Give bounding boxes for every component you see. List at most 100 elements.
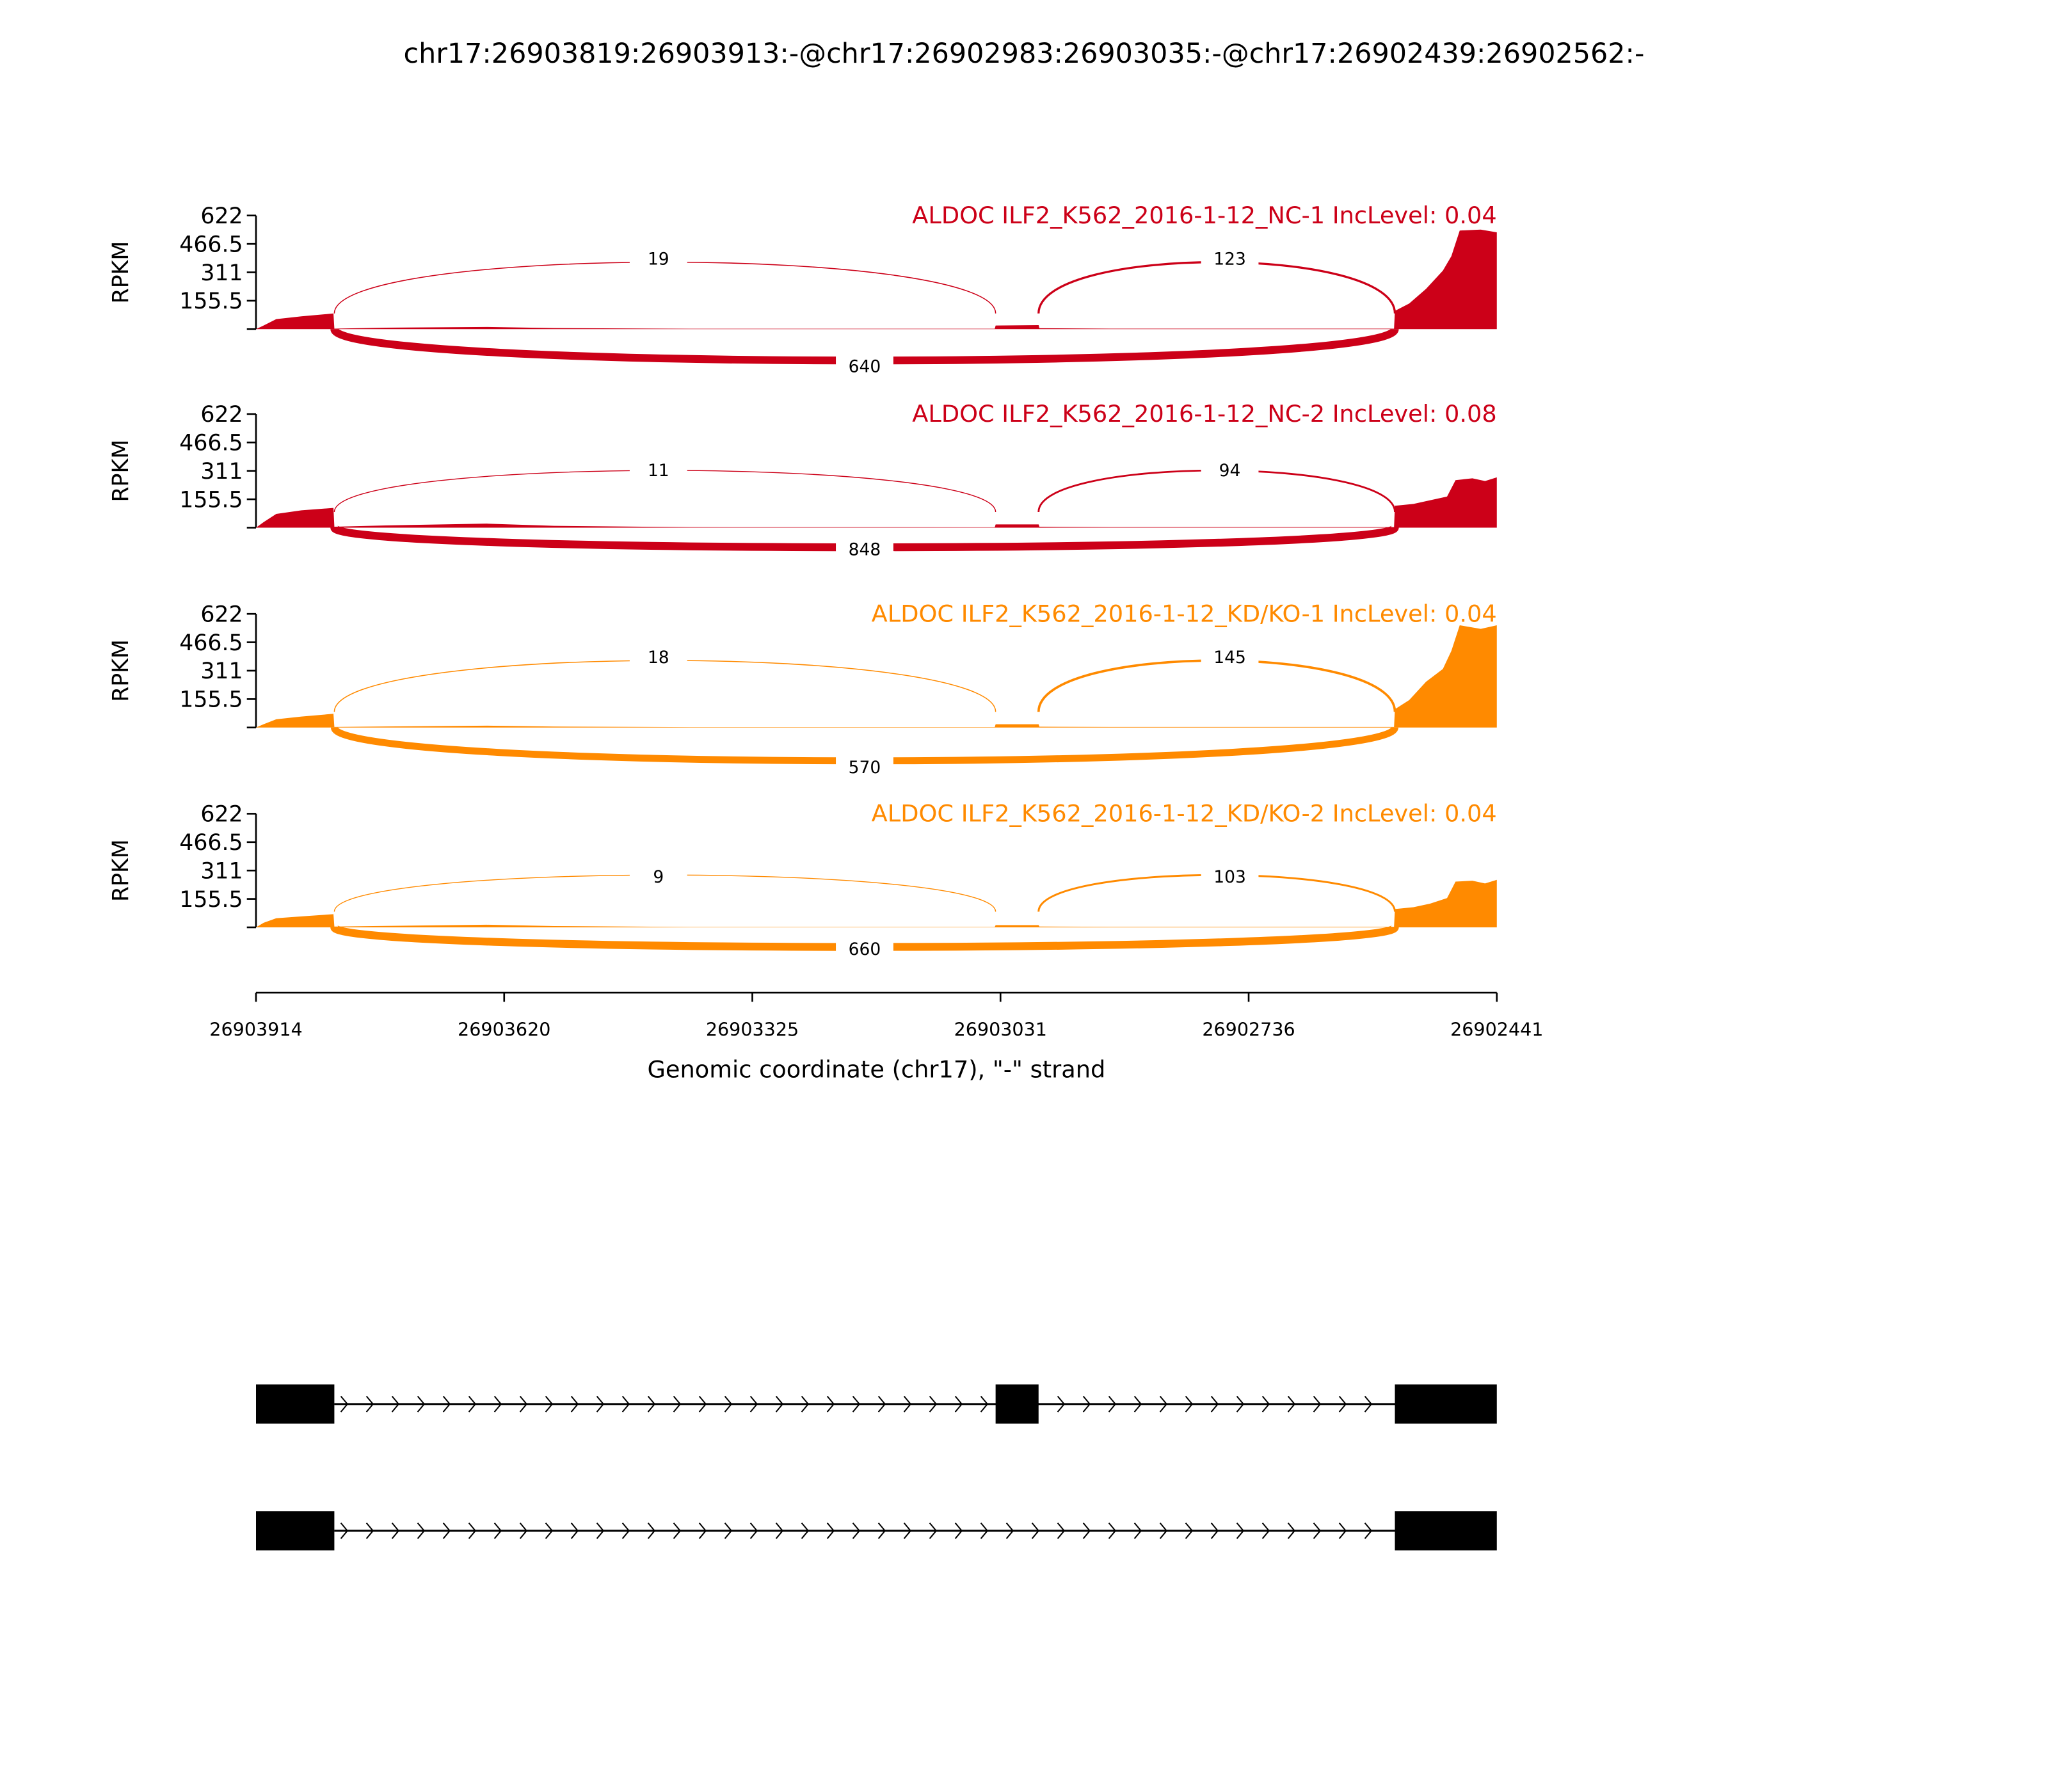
junction-label-bg	[836, 755, 893, 779]
exon-block	[995, 1384, 1039, 1424]
strand-arrow-icon	[417, 1522, 426, 1539]
junction-label-bg	[836, 354, 893, 378]
junction-count-label: 848	[849, 540, 881, 559]
strand-arrow-icon	[1338, 1522, 1347, 1539]
junction-label-bg	[836, 936, 893, 960]
coverage-area	[256, 229, 1497, 330]
junction-count-label: 18	[648, 648, 669, 668]
strand-arrow-icon	[1313, 1522, 1322, 1539]
junction-count-label: 123	[1213, 249, 1246, 269]
strand-arrow-icon	[1236, 1522, 1245, 1539]
junction-count-label: 94	[1219, 461, 1241, 481]
junction-count-label: 660	[849, 940, 881, 959]
strand-arrow-icon	[1185, 1522, 1194, 1539]
strand-arrow-icon	[749, 1395, 758, 1412]
strand-arrow-icon	[545, 1395, 554, 1412]
junction-label-bg	[1201, 246, 1259, 270]
strand-arrow-icon	[775, 1522, 784, 1539]
strand-arrow-icon	[1236, 1395, 1245, 1412]
junction-label-bg	[629, 458, 687, 482]
strand-arrow-icon	[1082, 1395, 1091, 1412]
junction-count-label: 570	[849, 758, 881, 778]
strand-arrow-icon	[340, 1522, 349, 1539]
strand-arrow-icon	[698, 1395, 707, 1412]
strand-arrow-icon	[519, 1522, 528, 1539]
strand-arrow-icon	[1133, 1395, 1142, 1412]
strand-arrow-icon	[1287, 1522, 1296, 1539]
strand-arrow-icon	[621, 1395, 630, 1412]
y-tick-label: 155.5	[179, 887, 243, 913]
strand-arrow-icon	[826, 1522, 835, 1539]
strand-arrow-icon	[1031, 1522, 1040, 1539]
strand-arrow-icon	[1261, 1395, 1270, 1412]
strand-arrow-icon	[877, 1522, 886, 1539]
strand-arrow-icon	[1159, 1522, 1168, 1539]
y-axis-label: RPKM	[108, 440, 134, 502]
strand-arrow-icon	[493, 1395, 502, 1412]
strand-arrow-icon	[929, 1395, 938, 1412]
strand-arrow-icon	[391, 1522, 400, 1539]
strand-arrow-icon	[519, 1395, 528, 1412]
strand-arrow-icon	[1005, 1522, 1014, 1539]
junction-count-label: 9	[653, 867, 664, 887]
strand-arrow-icon	[954, 1522, 963, 1539]
strand-arrow-icon	[647, 1522, 656, 1539]
sample-title: ALDOC ILF2_K562_2016-1-12_NC-1 IncLevel:…	[912, 202, 1497, 229]
strand-arrow-icon	[1313, 1395, 1322, 1412]
strand-arrow-icon	[596, 1395, 605, 1412]
x-axis: 26903914 26903620 26903325 26903031 26902736…	[209, 991, 1543, 1040]
strand-arrow-icon	[724, 1522, 733, 1539]
y-tick-label: 622	[200, 802, 243, 828]
y-tick-label: 155.5	[179, 289, 243, 314]
y-tick-label: 466.5	[179, 431, 243, 456]
strand-arrow-icon	[1185, 1395, 1194, 1412]
junction-label-bg	[1201, 458, 1259, 482]
junction-count-label: 11	[648, 461, 669, 481]
x-tick-label: 26903031	[954, 1018, 1047, 1040]
y-axis-label: RPKM	[108, 241, 134, 304]
strand-arrow-icon	[929, 1522, 938, 1539]
y-tick-label: 155.5	[179, 687, 243, 713]
strand-arrow-icon	[365, 1522, 374, 1539]
y-tick-label: 311	[200, 858, 243, 884]
strand-arrow-icon	[1057, 1395, 1066, 1412]
sample-title: ALDOC ILF2_K562_2016-1-12_KD/KO-1 IncLev…	[872, 600, 1497, 627]
y-tick-label: 311	[200, 260, 243, 286]
x-tick-label: 26902736	[1202, 1018, 1295, 1040]
y-tick-label: 622	[200, 602, 243, 627]
strand-arrow-icon	[493, 1522, 502, 1539]
strand-arrow-icon	[1338, 1395, 1347, 1412]
strand-arrow-icon	[852, 1522, 861, 1539]
strand-arrow-icon	[545, 1522, 554, 1539]
junction-count-label: 19	[648, 249, 669, 269]
strand-arrow-icon	[1210, 1522, 1219, 1539]
strand-arrow-icon	[468, 1395, 477, 1412]
strand-arrow-icon	[391, 1395, 400, 1412]
y-tick-label: 311	[200, 659, 243, 684]
strand-arrow-icon	[775, 1395, 784, 1412]
strand-arrow-icon	[417, 1395, 426, 1412]
strand-arrow-icon	[1287, 1395, 1296, 1412]
strand-arrow-icon	[442, 1395, 451, 1412]
strand-arrow-icon	[647, 1395, 656, 1412]
strand-arrow-icon	[724, 1395, 733, 1412]
y-axis-label: RPKM	[108, 839, 134, 902]
y-tick-label: 155.5	[179, 487, 243, 513]
strand-arrow-icon	[852, 1395, 861, 1412]
y-tick-label: 622	[200, 402, 243, 428]
sample-title: ALDOC ILF2_K562_2016-1-12_KD/KO-2 IncLev…	[872, 800, 1497, 828]
junction-label-bg	[629, 246, 687, 270]
junction-count-label: 103	[1213, 867, 1246, 887]
strand-arrow-icon	[826, 1395, 835, 1412]
junction-label-bg	[1201, 644, 1259, 669]
junction-label-bg	[1201, 864, 1259, 888]
strand-arrow-icon	[1261, 1522, 1270, 1539]
coverage-area	[256, 477, 1497, 528]
strand-arrow-icon	[1159, 1395, 1168, 1412]
coverage-area	[256, 879, 1497, 927]
junction-label-bg	[629, 644, 687, 669]
strand-arrow-icon	[801, 1522, 810, 1539]
sample-title: ALDOC ILF2_K562_2016-1-12_NC-2 IncLevel:…	[912, 400, 1497, 428]
